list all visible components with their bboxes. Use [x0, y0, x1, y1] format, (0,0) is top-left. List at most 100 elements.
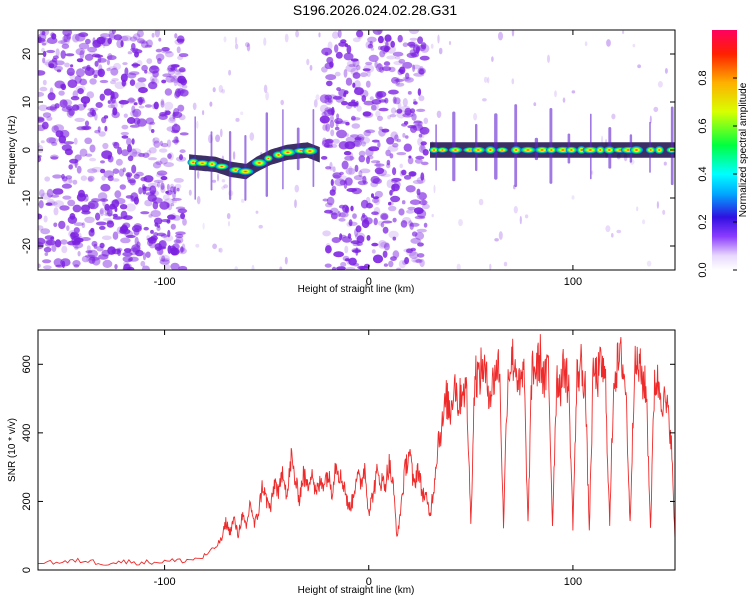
noise-speckle: [367, 43, 374, 49]
noise-speckle: [134, 81, 146, 90]
noise-speckle: [126, 137, 132, 146]
noise-speckle: [381, 128, 390, 133]
noise-speckle: [406, 209, 414, 214]
noise-speckle: [55, 60, 65, 66]
noise-speckle: [66, 225, 70, 232]
noise-speckle: [373, 217, 378, 226]
noise-speckle: [99, 198, 109, 202]
noise-speckle: [133, 173, 140, 179]
noise-speckle: [352, 262, 360, 267]
faint-speckle: [263, 37, 267, 46]
noise-speckle: [408, 171, 417, 177]
noise-speckle: [137, 96, 145, 103]
noise-speckle: [84, 120, 90, 127]
noise-speckle: [176, 78, 186, 87]
noise-speckle: [390, 107, 397, 114]
noise-speckle: [387, 145, 399, 152]
noise-speckle: [414, 158, 423, 164]
faint-speckle: [482, 98, 487, 102]
figure-title: S196.2026.024.02.28.G31: [293, 2, 457, 18]
signal-blob: [215, 163, 229, 170]
noise-speckle: [371, 211, 379, 215]
noise-speckle: [51, 244, 57, 252]
noise-speckle: [85, 250, 93, 254]
faint-speckle: [309, 64, 313, 71]
noise-speckle: [38, 117, 45, 123]
noise-speckle: [77, 88, 84, 95]
noise-speckle: [108, 30, 114, 39]
colorbar-tick-label: 0.4: [697, 166, 709, 181]
noise-speckle: [42, 50, 47, 58]
noise-speckle: [354, 80, 361, 89]
colorbar: 0.0 0.2 0.4 0.6 0.8 Normalized spectral ampl…: [697, 30, 749, 278]
noise-speckle: [78, 32, 89, 38]
noise-speckle: [418, 192, 427, 201]
noise-speckle: [182, 84, 188, 89]
noise-speckle: [335, 96, 345, 103]
noise-speckle: [378, 240, 387, 249]
faint-speckle: [295, 30, 299, 38]
noise-speckle: [85, 38, 91, 45]
noise-speckle: [117, 248, 122, 256]
noise-speckle: [346, 60, 356, 68]
signal-blob: [251, 159, 267, 167]
noise-speckle: [142, 252, 147, 261]
noise-speckle: [179, 132, 189, 136]
noise-speckle: [347, 233, 352, 239]
noise-speckle: [68, 177, 73, 184]
noise-speckle: [167, 204, 173, 211]
faint-speckle: [456, 263, 461, 270]
noise-speckle: [325, 243, 332, 251]
noise-speckle: [352, 37, 361, 43]
noise-speckle: [401, 200, 406, 205]
faint-speckle: [228, 69, 232, 76]
noise-speckle: [388, 201, 392, 206]
noise-speckle: [42, 57, 46, 64]
noise-speckle: [143, 175, 154, 183]
faint-speckle: [279, 266, 283, 270]
signal-blob: [471, 146, 486, 154]
noise-speckle: [60, 239, 68, 245]
faint-speckle: [511, 30, 515, 37]
noise-speckle: [329, 207, 339, 216]
noise-speckle: [74, 117, 85, 122]
noise-speckle: [178, 67, 186, 73]
noise-speckle: [60, 50, 66, 59]
noise-speckle: [331, 106, 335, 116]
noise-speckle: [143, 226, 149, 231]
noise-speckle: [50, 156, 59, 160]
noise-speckle: [412, 179, 424, 185]
noise-speckle: [166, 139, 172, 148]
spectrogram-x-tick-label: -100: [154, 276, 176, 288]
noise-speckle: [38, 237, 46, 245]
noise-speckle: [359, 168, 371, 174]
noise-speckle: [125, 203, 136, 212]
noise-speckle: [358, 170, 363, 178]
noise-speckle: [376, 63, 384, 72]
faint-speckle: [223, 36, 227, 43]
noise-speckle: [81, 125, 92, 131]
noise-speckle: [38, 155, 42, 163]
noise-speckle: [407, 157, 414, 165]
noise-speckle: [372, 196, 379, 200]
noise-speckle: [410, 237, 422, 244]
noise-speckle: [112, 178, 120, 182]
noise-speckle: [74, 154, 82, 161]
noise-speckle: [38, 200, 44, 209]
faint-speckle: [202, 222, 205, 230]
noise-speckle: [84, 137, 93, 145]
noise-speckle: [413, 120, 424, 126]
noise-speckle: [388, 89, 399, 95]
noise-speckle: [45, 239, 56, 246]
noise-speckle: [61, 144, 72, 152]
noise-speckle: [157, 224, 161, 228]
spectrogram-y-tick-label: 0: [21, 147, 33, 153]
noise-speckle: [413, 259, 422, 263]
noise-speckle: [415, 155, 425, 160]
noise-speckle: [416, 228, 427, 233]
noise-speckle: [171, 199, 178, 204]
noise-speckle: [74, 246, 79, 250]
noise-speckle: [170, 67, 176, 71]
noise-speckle: [42, 259, 52, 264]
